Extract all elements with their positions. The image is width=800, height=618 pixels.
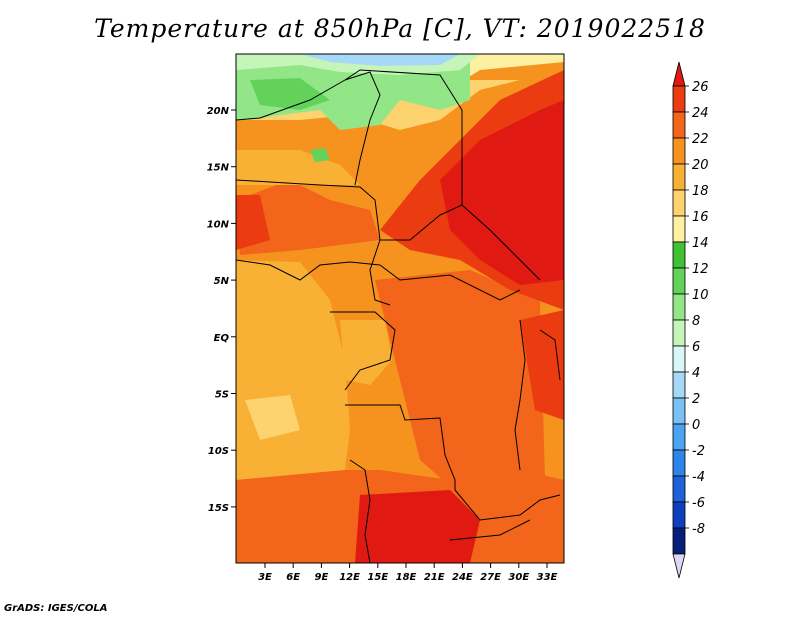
colorbar-segment: [672, 137, 686, 165]
colorbar-label: 18: [692, 184, 709, 199]
lat-tick-label: 20N: [207, 106, 230, 117]
colorbar-label: -6: [692, 496, 705, 511]
colorbar-label: 4: [692, 366, 700, 381]
colorbar-segment: [672, 449, 686, 477]
grads-credit: GrADS: IGES/COLA: [4, 603, 108, 614]
colorbar-segment: [672, 111, 686, 139]
country-borders: [236, 69, 561, 563]
longitude-axis: 3E 6E 9E 12E 15E 18E 21E 24E 27E 30E 33E: [258, 563, 558, 583]
colorbar-segment: [672, 189, 686, 217]
colorbar-segment: [672, 423, 686, 451]
colorbar-label: 24: [692, 106, 709, 121]
colorbar-label: 0: [692, 418, 700, 433]
colorbar-label: -8: [692, 522, 705, 537]
colorbar-label: 26: [692, 80, 709, 95]
colorbar-label: 16: [692, 210, 709, 225]
colorbar-segment: [672, 319, 686, 347]
lon-tick-label: 27E: [480, 572, 501, 583]
colorbar-label: 20: [692, 158, 709, 173]
colorbar-segment: [672, 345, 686, 373]
colorbar-segment: [672, 85, 686, 113]
colorbar-segment: [672, 293, 686, 321]
lon-tick-label: 21E: [424, 572, 445, 583]
colorbar-segment: [672, 215, 686, 243]
colorbar-arrow-low: [672, 553, 686, 579]
lon-tick-label: 3E: [258, 572, 272, 583]
lon-tick-label: 6E: [286, 572, 300, 583]
colorbar-label: 14: [692, 236, 709, 251]
colorbar-segment: [672, 371, 686, 399]
lon-tick-label: 9E: [315, 572, 329, 583]
map-frame: [235, 53, 565, 564]
lat-tick-label: 5S: [215, 390, 229, 401]
colorbar-label: 12: [692, 262, 709, 277]
colorbar-segment: [672, 501, 686, 529]
colorbar-segment: [672, 397, 686, 425]
colorbar-segment: [672, 267, 686, 295]
colorbar-label: 10: [692, 288, 709, 303]
colorbar-label: -2: [692, 444, 705, 459]
colorbar-segment: [672, 241, 686, 269]
lat-tick-label: 10N: [207, 219, 230, 230]
colorbar-label: -4: [692, 470, 705, 485]
lat-tick-label: EQ: [214, 333, 230, 344]
temperature-field: [236, 54, 564, 563]
colorbar-arrow-high: [672, 61, 686, 87]
map-title: Temperature at 850hPa [C], VT: 201902251…: [94, 14, 706, 43]
colorbar-segment: [672, 163, 686, 191]
colorbar-label: 6: [692, 340, 700, 355]
lat-tick-label: 5N: [214, 276, 230, 287]
lat-tick-label: 15S: [208, 503, 229, 514]
colorbar-segment: [672, 527, 686, 555]
lon-tick-label: 15E: [367, 572, 388, 583]
lat-tick-label: 15N: [207, 163, 230, 174]
lon-tick-label: 30E: [508, 572, 529, 583]
lon-tick-label: 12E: [339, 572, 360, 583]
colorbar-label: 2: [692, 392, 700, 407]
colorbar-label: 8: [692, 314, 700, 329]
lon-tick-label: 24E: [452, 572, 473, 583]
lat-tick-label: 10S: [208, 446, 229, 457]
lon-tick-label: 33E: [537, 572, 558, 583]
colorbar-label: 22: [692, 132, 709, 147]
lon-tick-label: 18E: [396, 572, 417, 583]
latitude-axis: 20N 15N 10N 5N EQ 5S 10S 15S: [207, 106, 236, 514]
colorbar-segment: [672, 475, 686, 503]
